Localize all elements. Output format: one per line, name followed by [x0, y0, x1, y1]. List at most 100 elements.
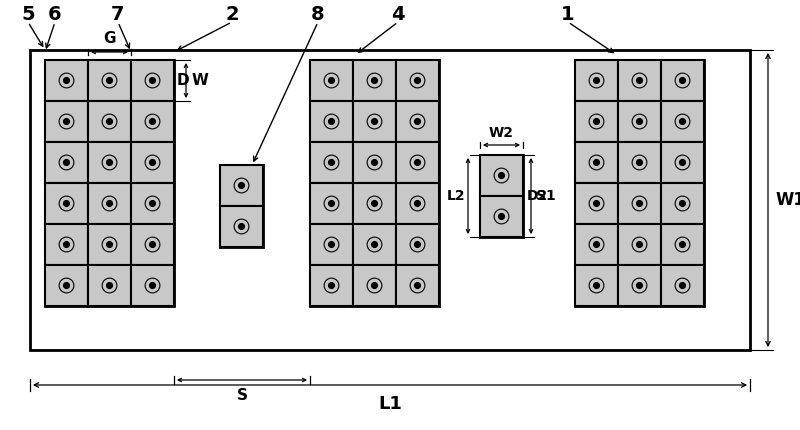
- Text: 4: 4: [391, 4, 405, 24]
- Bar: [618, 101, 661, 142]
- Bar: [131, 183, 174, 224]
- Circle shape: [498, 214, 504, 219]
- Bar: [575, 265, 618, 306]
- Circle shape: [150, 78, 155, 83]
- Bar: [480, 155, 523, 237]
- Circle shape: [680, 201, 686, 206]
- Circle shape: [64, 283, 70, 289]
- Bar: [575, 101, 618, 142]
- Circle shape: [238, 224, 244, 229]
- Bar: [618, 224, 661, 265]
- Bar: [88, 265, 131, 306]
- Bar: [131, 265, 174, 306]
- Text: 7: 7: [111, 4, 125, 24]
- Circle shape: [64, 201, 70, 206]
- Circle shape: [150, 201, 155, 206]
- Bar: [353, 265, 396, 306]
- Bar: [88, 183, 131, 224]
- Bar: [88, 101, 131, 142]
- Circle shape: [372, 242, 378, 247]
- Circle shape: [637, 201, 642, 206]
- Bar: [396, 60, 439, 101]
- Circle shape: [594, 201, 599, 206]
- Bar: [353, 224, 396, 265]
- Bar: [618, 60, 661, 101]
- Bar: [618, 142, 661, 183]
- Text: 8: 8: [311, 4, 325, 24]
- Bar: [353, 101, 396, 142]
- Circle shape: [414, 283, 420, 289]
- Text: S: S: [237, 388, 247, 403]
- Circle shape: [372, 283, 378, 289]
- Bar: [661, 265, 704, 306]
- Circle shape: [106, 201, 112, 206]
- Circle shape: [106, 242, 112, 247]
- Circle shape: [680, 119, 686, 124]
- Bar: [575, 60, 618, 101]
- Circle shape: [414, 119, 420, 124]
- Circle shape: [106, 160, 112, 166]
- Circle shape: [106, 119, 112, 124]
- Bar: [88, 142, 131, 183]
- Bar: [396, 224, 439, 265]
- Bar: [45, 142, 88, 183]
- Circle shape: [372, 201, 378, 206]
- Text: D2: D2: [527, 189, 548, 203]
- Text: W1: W1: [775, 191, 800, 209]
- Bar: [661, 142, 704, 183]
- Text: W2: W2: [489, 126, 514, 140]
- Circle shape: [150, 119, 155, 124]
- Bar: [480, 155, 523, 196]
- Bar: [131, 142, 174, 183]
- Circle shape: [150, 160, 155, 166]
- Circle shape: [414, 242, 420, 247]
- Circle shape: [498, 172, 504, 178]
- Bar: [618, 183, 661, 224]
- Circle shape: [329, 160, 334, 166]
- Bar: [353, 142, 396, 183]
- Circle shape: [238, 183, 244, 188]
- Bar: [310, 60, 353, 101]
- Circle shape: [637, 78, 642, 83]
- Bar: [353, 60, 396, 101]
- Circle shape: [64, 119, 70, 124]
- Bar: [30, 50, 750, 350]
- Circle shape: [372, 160, 378, 166]
- Bar: [618, 265, 661, 306]
- Circle shape: [637, 242, 642, 247]
- Circle shape: [372, 78, 378, 83]
- Circle shape: [637, 283, 642, 289]
- Circle shape: [64, 160, 70, 166]
- Circle shape: [150, 283, 155, 289]
- Circle shape: [372, 119, 378, 124]
- Circle shape: [594, 78, 599, 83]
- Bar: [220, 206, 263, 247]
- Bar: [575, 224, 618, 265]
- Bar: [575, 142, 618, 183]
- Circle shape: [414, 201, 420, 206]
- Bar: [45, 183, 88, 224]
- Bar: [575, 60, 704, 306]
- Bar: [396, 142, 439, 183]
- Circle shape: [414, 78, 420, 83]
- Text: 5: 5: [21, 4, 35, 24]
- Circle shape: [329, 119, 334, 124]
- Circle shape: [637, 160, 642, 166]
- Circle shape: [680, 160, 686, 166]
- Bar: [45, 265, 88, 306]
- Bar: [396, 183, 439, 224]
- Text: G: G: [103, 31, 116, 46]
- Bar: [661, 224, 704, 265]
- Circle shape: [329, 201, 334, 206]
- Circle shape: [637, 119, 642, 124]
- Circle shape: [594, 160, 599, 166]
- Circle shape: [64, 242, 70, 247]
- Bar: [310, 60, 439, 306]
- Text: W: W: [192, 73, 209, 88]
- Text: 1: 1: [561, 4, 575, 24]
- Bar: [88, 60, 131, 101]
- Text: L2: L2: [446, 189, 465, 203]
- Text: 6: 6: [48, 4, 62, 24]
- Bar: [310, 142, 353, 183]
- Bar: [45, 101, 88, 142]
